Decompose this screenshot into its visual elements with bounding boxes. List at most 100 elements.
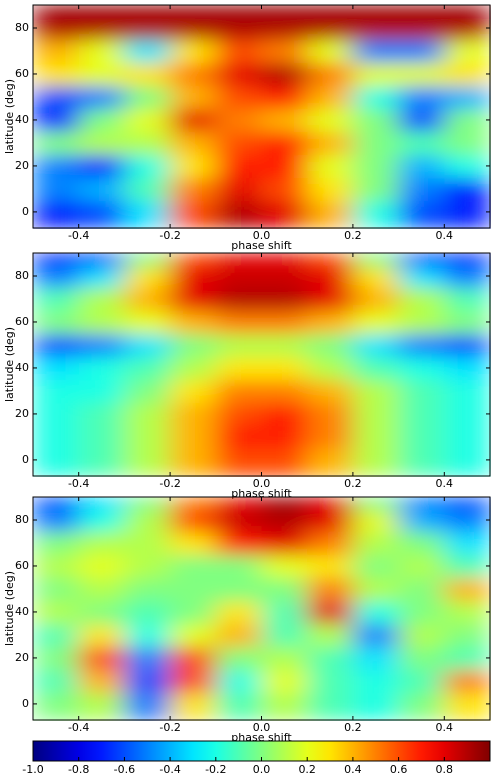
- x-tick-label: -0.4: [68, 721, 89, 734]
- heatmap-cell: [170, 200, 217, 229]
- heatmap-cell: [78, 402, 125, 427]
- heatmap-cell: [124, 5, 171, 20]
- heatmap-cell: [170, 131, 217, 156]
- heatmap-cell: [398, 497, 445, 512]
- colorbar-tick-label: 0.0: [253, 763, 271, 776]
- heatmap-cell: [444, 310, 491, 335]
- heatmap-cells: [33, 253, 491, 477]
- heatmap-cell: [33, 62, 80, 87]
- heatmap-cell: [444, 669, 491, 694]
- heatmap-cell: [33, 154, 80, 179]
- heatmap-cell: [261, 200, 308, 229]
- heatmap-cell: [124, 287, 171, 312]
- heatmap-cell: [170, 356, 217, 381]
- heatmap-cell: [124, 253, 171, 268]
- heatmap-cell: [444, 497, 491, 512]
- heatmap-cell: [33, 425, 80, 450]
- y-tick-label: 40: [15, 361, 29, 374]
- heatmap-cell: [444, 266, 491, 289]
- heatmap-cell: [444, 39, 491, 64]
- x-tick-label: 0.0: [253, 229, 271, 242]
- heatmap-cell: [261, 531, 308, 556]
- heatmap-cell: [444, 154, 491, 179]
- colorbar-tick-label: -0.2: [205, 763, 226, 776]
- heatmap-cell: [215, 379, 263, 404]
- heatmap-cell: [261, 402, 308, 427]
- heatmap-cell: [307, 510, 354, 533]
- heatmap-cell: [33, 497, 80, 512]
- heatmap-cell: [398, 510, 445, 533]
- heatmap-cell: [124, 379, 171, 404]
- heatmap-cell: [352, 18, 400, 41]
- heatmap-cell: [78, 310, 125, 335]
- heatmap-cell: [398, 310, 445, 335]
- heatmap-cell: [215, 425, 263, 450]
- heatmap-cell: [33, 577, 80, 602]
- heatmap-cell: [307, 600, 354, 625]
- heatmap-cell: [444, 554, 491, 579]
- heatmap-cell: [307, 402, 354, 427]
- y-axis-label: latitude (deg): [3, 571, 16, 646]
- heatmap-cell: [307, 266, 354, 289]
- heatmap-cell: [78, 39, 125, 64]
- heatmap-cell: [352, 402, 400, 427]
- heatmap-cell: [398, 600, 445, 625]
- heatmap-cell: [398, 200, 445, 229]
- heatmap-cell: [261, 108, 308, 133]
- heatmap-cell: [261, 177, 308, 202]
- y-tick-label: 40: [15, 605, 29, 618]
- heatmap-cell: [261, 18, 308, 41]
- heatmap-cell: [170, 5, 217, 20]
- heatmap-cell: [33, 402, 80, 427]
- x-tick-label: -0.2: [159, 477, 180, 490]
- heatmap-cell: [261, 510, 308, 533]
- heatmap-cell: [78, 356, 125, 381]
- heatmap-cell: [444, 62, 491, 87]
- heatmap-cell: [33, 448, 80, 477]
- heatmap-cell: [215, 356, 263, 381]
- heatmap-cell: [170, 646, 217, 671]
- heatmap-cell: [352, 177, 400, 202]
- heatmap-cell: [78, 669, 125, 694]
- heatmap-cell: [215, 253, 263, 268]
- heatmap-cell: [78, 646, 125, 671]
- heatmap-cell: [352, 692, 400, 721]
- heatmap-cell: [78, 510, 125, 533]
- heatmap-cell: [261, 646, 308, 671]
- heatmap-cell: [398, 131, 445, 156]
- heatmap-cell: [170, 62, 217, 87]
- heatmap-cell: [170, 287, 217, 312]
- y-tick-label: 20: [15, 651, 29, 664]
- heatmap-cell: [398, 39, 445, 64]
- heatmap-cell: [398, 402, 445, 427]
- y-tick-label: 60: [15, 315, 29, 328]
- heatmap-cell: [215, 287, 263, 312]
- x-tick-label: 0.4: [436, 229, 454, 242]
- heatmap-cell: [215, 177, 263, 202]
- heatmap-cell: [78, 497, 125, 512]
- heatmap-cell: [33, 39, 80, 64]
- x-tick-label: 0.0: [253, 477, 271, 490]
- heatmap-cell: [352, 108, 400, 133]
- heatmap-cell: [33, 531, 80, 556]
- heatmap-cell: [352, 623, 400, 648]
- heatmap-cell: [352, 200, 400, 229]
- heatmap-cell: [307, 497, 354, 512]
- y-tick-label: 0: [22, 697, 29, 710]
- heatmap-cell: [261, 62, 308, 87]
- heatmap-cell: [78, 692, 125, 721]
- heatmap-cell: [261, 154, 308, 179]
- heatmap-cell: [170, 333, 217, 358]
- heatmap-cell: [307, 200, 354, 229]
- heatmap-cell: [307, 154, 354, 179]
- heatmap-cell: [33, 510, 80, 533]
- y-tick-label: 0: [22, 453, 29, 466]
- heatmap-cell: [307, 85, 354, 110]
- heatmap-cell: [215, 554, 263, 579]
- heatmap-cell: [124, 448, 171, 477]
- heatmap-cell: [398, 177, 445, 202]
- heatmap-cell: [444, 531, 491, 556]
- heatmap-cell: [124, 108, 171, 133]
- heatmap-cell: [398, 577, 445, 602]
- x-tick-label: 0.2: [344, 721, 362, 734]
